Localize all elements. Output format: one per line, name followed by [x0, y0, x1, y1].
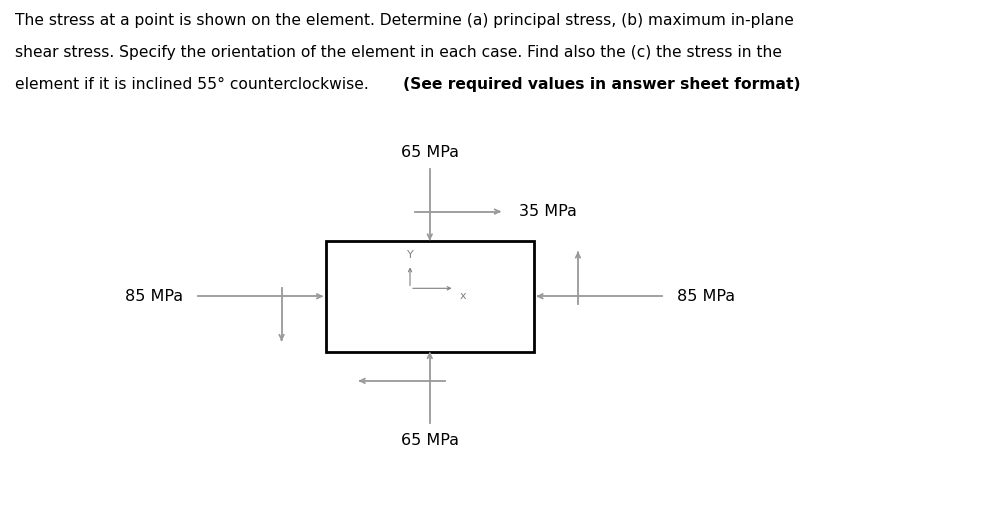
Text: 85 MPa: 85 MPa [124, 289, 183, 304]
Text: 65 MPa: 65 MPa [401, 145, 458, 160]
Text: x: x [459, 291, 466, 301]
Text: Y: Y [407, 250, 413, 260]
Text: shear stress. Specify the orientation of the element in each case. Find also the: shear stress. Specify the orientation of… [15, 45, 782, 60]
Text: 85 MPa: 85 MPa [677, 289, 735, 304]
Text: 35 MPa: 35 MPa [519, 204, 577, 219]
Text: (See required values in answer sheet format): (See required values in answer sheet for… [403, 77, 800, 92]
Bar [326, 241, 534, 352]
Text: element if it is inclined 55° counterclockwise.: element if it is inclined 55° counterclo… [15, 77, 373, 92]
Text: The stress at a point is shown on the element. Determine (a) principal stress, (: The stress at a point is shown on the el… [15, 13, 793, 28]
Text: 65 MPa: 65 MPa [401, 433, 458, 448]
